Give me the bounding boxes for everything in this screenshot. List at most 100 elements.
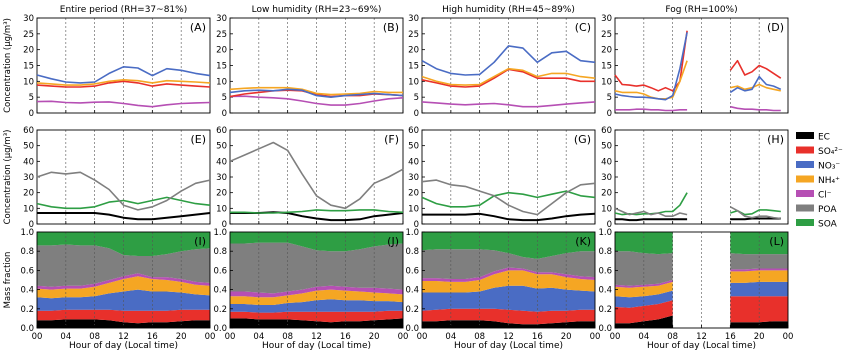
x-axis-label: Hour of day (Local time) xyxy=(454,341,563,351)
x-tick-label: 16 xyxy=(147,332,158,342)
y-tick-label: 0.2 xyxy=(20,305,34,315)
line-nh4 xyxy=(730,83,781,92)
y-tick-label: 30 xyxy=(216,173,227,183)
y-tick-label: 25 xyxy=(23,30,34,40)
y-tick-label: 0 xyxy=(222,220,227,230)
x-tick-label: 12 xyxy=(503,332,514,342)
y-tick-label: 0.8 xyxy=(20,247,34,257)
x-tick-label: 12 xyxy=(118,332,129,342)
x-tick-label: 12 xyxy=(311,332,322,342)
y-tick-label: 20 xyxy=(216,189,227,199)
line-no3 xyxy=(729,75,782,94)
y-tick-label: 0.8 xyxy=(598,247,612,257)
y-axis-label: Mass fraction xyxy=(3,252,13,309)
y-tick-label: 50 xyxy=(23,142,34,152)
y-tick-label: 20 xyxy=(408,189,419,199)
y-tick-label: 30 xyxy=(23,173,34,183)
panel-e xyxy=(36,129,211,225)
y-tick-label: 20 xyxy=(23,189,34,199)
y-tick-label: 30 xyxy=(408,173,419,183)
line-cl xyxy=(421,101,596,108)
panel-background xyxy=(37,18,210,113)
panel-h xyxy=(614,129,789,225)
legend-label: POA xyxy=(818,205,837,215)
area-so4 xyxy=(615,300,673,324)
y-tick-label: 0 xyxy=(29,109,34,119)
line-so4 xyxy=(729,59,782,79)
y-tick-label: 40 xyxy=(601,157,612,167)
y-tick-label: 15 xyxy=(601,62,612,72)
x-tick-label: 00 xyxy=(610,332,621,342)
y-tick-label: 20 xyxy=(408,46,419,56)
panel-background xyxy=(422,130,595,224)
x-axis-label: Hour of day (Local time) xyxy=(647,341,756,351)
y-tick-label: 0.8 xyxy=(405,247,419,257)
y-tick-label: 1.0 xyxy=(213,228,227,238)
y-tick-label: 25 xyxy=(216,30,227,40)
y-tick-label: 0.4 xyxy=(598,286,612,296)
column-title: Fog (RH=100%) xyxy=(665,5,737,15)
panel-background xyxy=(230,130,403,224)
y-axis-label: Concentration (μg/m³) xyxy=(3,130,13,225)
panel-g xyxy=(421,129,596,225)
line-soa xyxy=(36,196,211,210)
y-tick-label: 50 xyxy=(408,142,419,152)
legend xyxy=(796,132,814,226)
x-tick-label: 16 xyxy=(725,332,736,342)
x-tick-label: 04 xyxy=(445,332,456,342)
y-tick-label: 1.0 xyxy=(20,228,34,238)
panel-label: (K) xyxy=(575,235,591,248)
x-tick-label: 20 xyxy=(369,332,380,342)
x-tick-label: 04 xyxy=(253,332,264,342)
y-tick-label: 40 xyxy=(23,157,34,167)
y-tick-label: 10 xyxy=(216,77,227,87)
x-tick-label: 08 xyxy=(474,332,485,342)
x-tick-label: 00 xyxy=(225,332,236,342)
panel-label: (G) xyxy=(574,133,591,146)
y-tick-label: 60 xyxy=(408,126,419,136)
y-tick-label: 10 xyxy=(601,77,612,87)
panel-background xyxy=(615,130,788,224)
column-title: High humidity (RH=45~89%) xyxy=(442,5,575,15)
y-tick-label: 15 xyxy=(216,62,227,72)
panel-label: (C) xyxy=(575,21,591,34)
line-ec xyxy=(730,217,781,221)
panel-background xyxy=(422,18,595,113)
y-tick-label: 0.6 xyxy=(213,266,227,276)
y-tick-label: 0 xyxy=(222,109,227,119)
y-tick-label: 0.4 xyxy=(405,286,419,296)
y-tick-label: 10 xyxy=(23,204,34,214)
y-tick-label: 0.2 xyxy=(405,305,419,315)
panel-label: (E) xyxy=(190,133,206,146)
panel-label: (H) xyxy=(767,133,784,146)
y-tick-label: 25 xyxy=(601,30,612,40)
area-ec xyxy=(230,318,403,328)
y-tick-label: 10 xyxy=(408,204,419,214)
line-poa xyxy=(729,206,781,220)
y-tick-label: 1.0 xyxy=(598,228,612,238)
y-tick-label: 0 xyxy=(607,109,612,119)
y-tick-label: 0.2 xyxy=(213,305,227,315)
panel-l xyxy=(614,231,789,329)
legend-label: EC xyxy=(818,133,830,143)
x-tick-label: 00 xyxy=(205,332,216,342)
y-tick-label: 60 xyxy=(601,126,612,136)
x-tick-label: 00 xyxy=(783,332,794,342)
y-tick-label: 5 xyxy=(222,93,227,103)
line-ec xyxy=(37,212,211,221)
y-tick-label: 60 xyxy=(23,126,34,136)
x-tick-label: 20 xyxy=(176,332,187,342)
legend-swatch xyxy=(796,204,814,212)
y-tick-label: 0.4 xyxy=(20,286,34,296)
line-no3 xyxy=(36,66,211,84)
column-title: Entire period (RH=37~81%) xyxy=(60,5,187,15)
y-tick-label: 10 xyxy=(23,77,34,87)
x-tick-label: 12 xyxy=(696,332,707,342)
panel-d xyxy=(614,17,789,114)
y-tick-label: 0.4 xyxy=(213,286,227,296)
y-tick-label: 5 xyxy=(29,93,34,103)
panel-background xyxy=(37,130,210,224)
y-tick-label: 10 xyxy=(216,204,227,214)
line-poa xyxy=(36,171,211,211)
area-soa xyxy=(730,232,788,255)
